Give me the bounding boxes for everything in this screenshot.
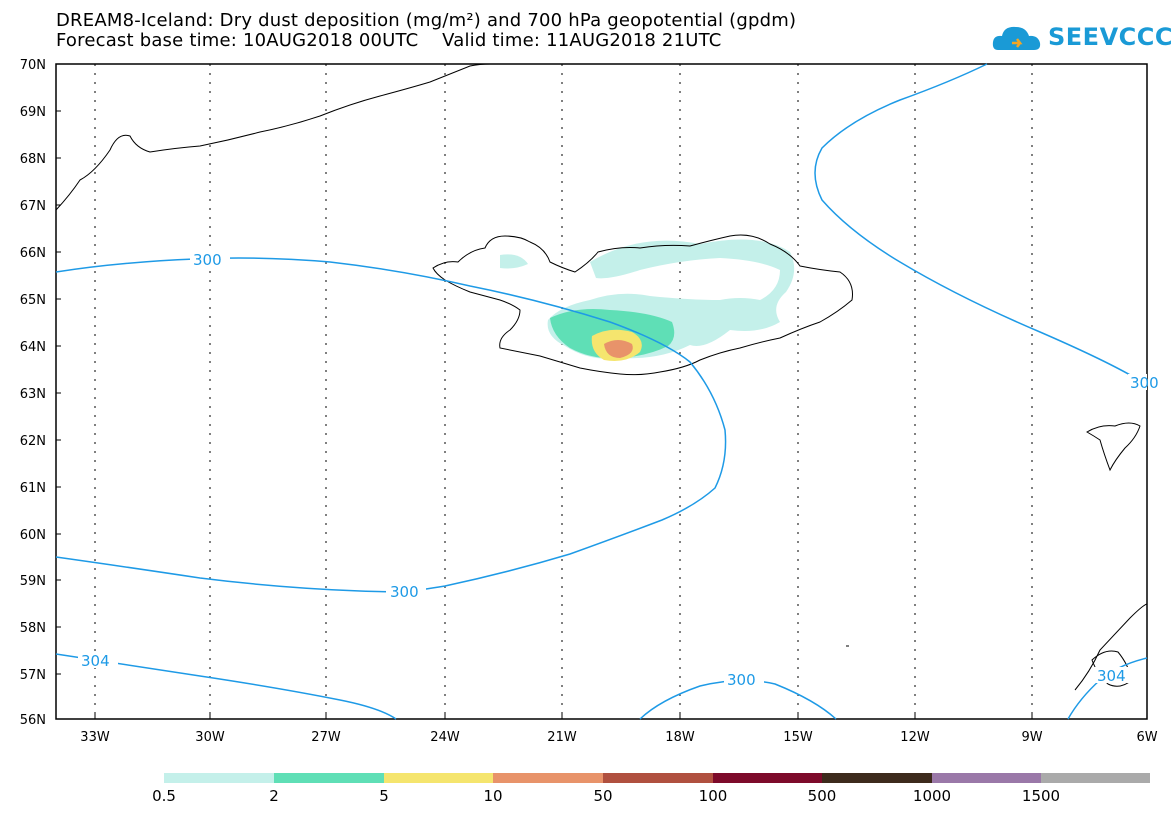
legend-swatch: [822, 773, 932, 783]
contour-labels: 300 300 300 300 304 304: [78, 251, 1159, 689]
lat-label: 70N: [20, 58, 46, 73]
lat-label: 57N: [20, 668, 46, 683]
legend-swatch: [274, 773, 384, 783]
legend-swatch: [1041, 773, 1150, 783]
lat-label: 58N: [20, 621, 46, 636]
lon-label: 21W: [547, 730, 577, 745]
dust-band-0-5-nw: [500, 254, 528, 269]
legend-label: 2: [269, 787, 279, 805]
lon-label: 18W: [665, 730, 695, 745]
lat-label: 59N: [20, 574, 46, 589]
iceland-coast: [432, 234, 853, 376]
lat-label: 69N: [20, 105, 46, 120]
scotland-coast: [1074, 603, 1148, 691]
greenland-coast: [55, 63, 491, 211]
cloud-icon: [992, 26, 1041, 50]
legend-label: 5: [379, 787, 389, 805]
lat-label: 66N: [20, 246, 46, 261]
dust-deposition-field: [500, 239, 795, 361]
contour-label-300: 300: [727, 671, 756, 689]
legend-labels: 0.5 2 5 10 50 100 500 1000 1500: [152, 787, 1060, 805]
map-subtitle: Forecast base time: 10AUG2018 00UTC Vali…: [56, 30, 722, 51]
legend-swatch: [713, 773, 822, 783]
legend-label: 500: [808, 787, 837, 805]
contour-300-north: [55, 257, 727, 593]
lat-label: 64N: [20, 340, 46, 355]
legend-label: 100: [699, 787, 728, 805]
lat-label: 56N: [20, 713, 46, 728]
contour-300-west: [55, 556, 406, 593]
legend-label: 0.5: [152, 787, 176, 805]
map-title: DREAM8-Iceland: Dry dust deposition (mg/…: [56, 10, 797, 31]
lon-label: 12W: [900, 730, 930, 745]
lat-label: 63N: [20, 387, 46, 402]
legend-colorbar: [164, 773, 1150, 783]
legend-label: 50: [593, 787, 612, 805]
legend-swatch: [603, 773, 713, 783]
contour-label-300: 300: [193, 251, 222, 269]
dust-band-10: [604, 340, 633, 358]
legend-swatch: [493, 773, 603, 783]
lon-label: 15W: [783, 730, 813, 745]
lon-label: 27W: [311, 730, 341, 745]
lat-label: 68N: [20, 152, 46, 167]
contour-label-300: 300: [1130, 374, 1159, 392]
lon-label: 33W: [80, 730, 110, 745]
legend-label: 1500: [1022, 787, 1060, 805]
lon-label: 6W: [1136, 730, 1157, 745]
legend-swatch: [384, 773, 493, 783]
lon-label: 9W: [1021, 730, 1042, 745]
map-frame: [55, 63, 1148, 720]
lat-label: 62N: [20, 434, 46, 449]
coastlines: [55, 63, 1148, 691]
lon-label: 30W: [195, 730, 225, 745]
contour-label-304: 304: [81, 652, 110, 670]
lat-label: 60N: [20, 528, 46, 543]
legend-swatch: [164, 773, 274, 783]
latitude-labels: 70N 69N 68N 67N 66N 65N 64N 63N 62N 61N …: [20, 58, 46, 728]
contour-label-304: 304: [1097, 667, 1126, 685]
lat-label: 61N: [20, 481, 46, 496]
graticule: [94, 64, 1033, 719]
legend-label: 1000: [913, 787, 951, 805]
legend-label: 10: [483, 787, 502, 805]
contour-300-east: [814, 63, 1133, 377]
logo-text: SEEVCCC: [1048, 23, 1173, 51]
axis-ticks: [56, 110, 1033, 719]
contour-label-300: 300: [390, 583, 419, 601]
lat-label: 65N: [20, 293, 46, 308]
faroe-islands: [1086, 422, 1141, 472]
lon-label: 24W: [430, 730, 460, 745]
longitude-labels: 33W 30W 27W 24W 21W 18W 15W 12W 9W 6W: [80, 730, 1157, 745]
lat-label: 67N: [20, 199, 46, 214]
legend-swatch: [932, 773, 1041, 783]
